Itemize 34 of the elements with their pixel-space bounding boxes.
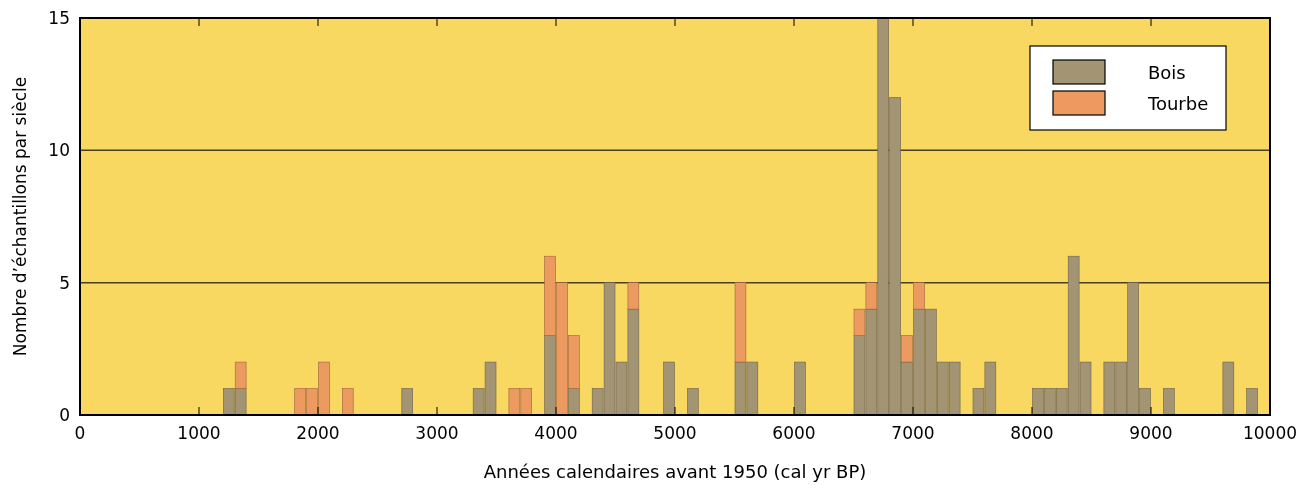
bar [234,361,247,389]
bar [1246,388,1258,416]
y-tick-label: 5 [59,272,70,293]
bar [901,335,913,363]
x-tick-label: 5000 [653,423,697,443]
y-axis-title: Nombre d’échantillons par siècle [10,76,30,357]
x-tick-label: 8000 [1010,423,1054,443]
legend-label: Tourbe [1147,93,1209,114]
x-tick-label: 1000 [177,423,221,443]
x-tick-label: 9000 [1129,423,1173,443]
bar [568,388,580,416]
bar [627,282,640,310]
bar [734,282,747,363]
bar [687,388,699,416]
y-tick-label: 0 [59,405,70,425]
bar [1163,388,1175,416]
x-tick-label: 7000 [891,423,935,443]
bar [663,361,675,416]
x-tick-label: 2000 [296,423,340,443]
bar [342,388,354,416]
bar [1222,361,1235,416]
y-tick-label: 15 [48,8,70,28]
x-tick-label: 10000 [1242,423,1298,443]
bar [794,361,806,416]
bar [544,335,556,416]
y-tick-label: 10 [48,140,70,161]
x-tick-label: 3000 [415,423,459,443]
bar [913,282,925,310]
legend-label: Bois [1148,62,1186,83]
x-tick-label: 6000 [772,423,816,443]
x-tick-label: 0 [74,423,86,443]
bar [401,388,413,416]
x-axis-title: Années calendaires avant 1950 (cal yr BP) [483,461,867,482]
x-tick-label: 4000 [534,423,578,443]
